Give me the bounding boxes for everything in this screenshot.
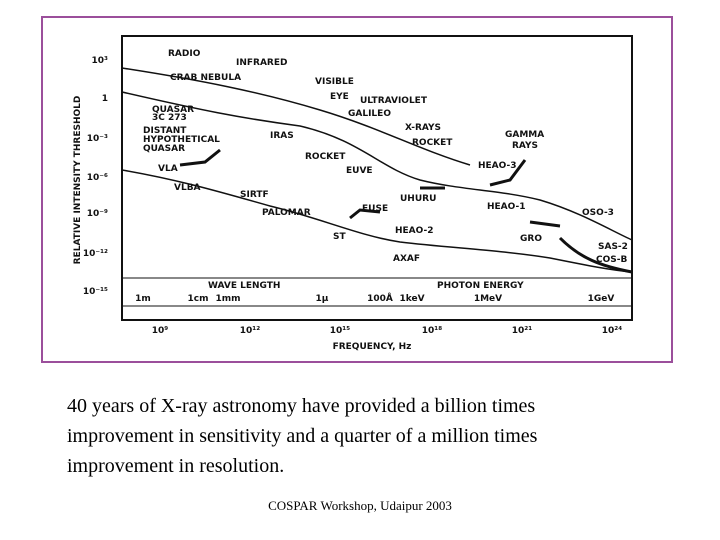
figure: RELATIVE INTENSITY THRESHOLD 10³ 1 10⁻³ … <box>73 35 633 352</box>
frequency-tick-label: 10²⁴ <box>602 326 622 336</box>
object-label: DISTANT <box>143 126 187 136</box>
scale-label: 1mm <box>215 294 240 304</box>
footer: COSPAR Workshop, Udaipur 2003 <box>268 498 452 513</box>
object-label: ST <box>333 232 346 242</box>
object-label: QUASAR <box>143 144 185 154</box>
frequency-tick-label: 10¹⁸ <box>422 326 442 336</box>
scale-label: 100Å <box>367 293 393 304</box>
scale-label: 1keV <box>399 294 424 304</box>
y-axis-label: RELATIVE INTENSITY THRESHOLD <box>73 96 83 265</box>
object-label: GRO <box>520 234 542 244</box>
band-label: X-RAYS <box>405 123 441 133</box>
scale-label: 1MeV <box>474 294 502 304</box>
scale-label: 1m <box>135 294 151 304</box>
curve <box>121 91 633 241</box>
object-label: ROCKET <box>305 152 346 162</box>
object-label: HYPOTHETICAL <box>143 135 220 145</box>
instrument-mark <box>349 208 381 220</box>
object-label: SAS-2 <box>598 242 628 252</box>
scale-label: 1GeV <box>588 294 615 304</box>
object-label: AXAF <box>393 254 420 264</box>
object-label: COS-B <box>596 255 627 265</box>
instrument-mark <box>529 220 561 228</box>
scale-label: 1μ <box>316 294 329 304</box>
object-label: GALILEO <box>348 109 391 119</box>
band-label: INFRARED <box>236 58 287 68</box>
band-label: GAMMA <box>505 130 544 140</box>
frequency-tick-label: 10¹² <box>240 326 260 336</box>
y-tick-label: 10³ <box>92 56 109 66</box>
y-tick-label: 10⁻⁹ <box>87 209 108 219</box>
band-label: RADIO <box>168 49 201 59</box>
figure-frame <box>41 16 673 363</box>
object-label: EYE <box>330 92 349 102</box>
object-label: PALOMAR <box>262 208 311 218</box>
object-label: HEAO-2 <box>395 226 433 236</box>
object-label: CRAB NEBULA <box>170 73 241 83</box>
energy-title: PHOTON ENERGY <box>437 281 524 291</box>
band-label: RAYS <box>512 141 538 151</box>
y-tick-label: 10⁻¹⁵ <box>83 287 108 297</box>
y-tick-label: 10⁻³ <box>87 134 108 144</box>
object-label: ROCKET <box>412 138 453 148</box>
x-axis-label: FREQUENCY, Hz <box>333 342 412 352</box>
curve <box>121 169 633 273</box>
y-tick-label: 1 <box>102 94 108 104</box>
band-label: ULTRAVIOLET <box>360 96 428 106</box>
frequency-tick-label: 10²¹ <box>512 326 532 336</box>
y-tick-label: 10⁻⁶ <box>87 173 108 183</box>
caption-line: improvement in resolution. <box>67 455 284 477</box>
object-label: VLA <box>158 164 178 174</box>
instrument-mark <box>489 159 527 187</box>
object-label: EUVE <box>346 166 373 176</box>
instrument-mark <box>179 148 221 167</box>
frequency-tick-label: 10¹⁵ <box>330 326 350 336</box>
object-label: UHURU <box>400 194 436 204</box>
wavelength-title: WAVE LENGTH <box>208 281 280 291</box>
curve <box>121 67 471 166</box>
caption-line: 40 years of X-ray astronomy have provide… <box>67 395 535 417</box>
object-label: HEAO-1 <box>487 202 525 212</box>
band-label: VISIBLE <box>315 77 354 87</box>
object-label: IRAS <box>270 131 294 141</box>
object-label: 3C 273 <box>152 113 187 123</box>
object-label: OSO-3 <box>582 208 614 218</box>
caption-line: improvement in sensitivity and a quarter… <box>67 425 538 447</box>
frequency-tick-label: 10⁹ <box>152 326 169 336</box>
object-label: FUSE <box>362 204 388 214</box>
object-label: HEAO-3 <box>478 161 516 171</box>
y-tick-label: 10⁻¹² <box>83 249 108 259</box>
scale-label: 1cm <box>188 294 209 304</box>
instrument-mark <box>558 236 633 274</box>
object-label: SIRTF <box>240 190 269 200</box>
object-label: VLBA <box>174 183 201 193</box>
object-label: QUASAR <box>152 105 194 115</box>
